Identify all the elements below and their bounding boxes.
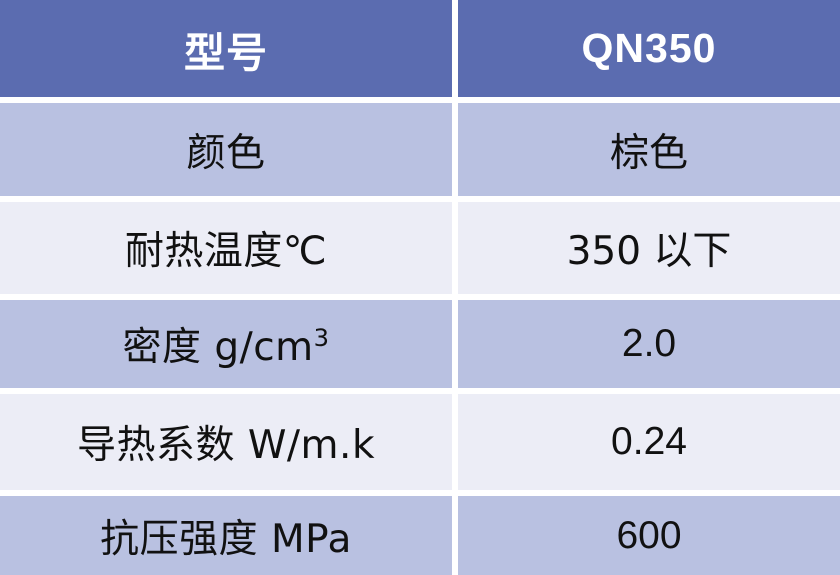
row-label-text: 密度 g/cm3: [122, 316, 329, 372]
row-value-text: 2.0: [621, 322, 677, 365]
row-label-text: 抗压强度 MPa: [100, 516, 352, 562]
row-label-text: 导热系数 W/m.k: [76, 423, 376, 468]
table-row: 密度 g/cm3 2.0: [0, 300, 840, 388]
column-divider: [452, 103, 458, 196]
header-cell-model-value: QN350: [458, 0, 840, 97]
column-divider: [452, 0, 458, 97]
header-cell-model-label: 型号: [0, 0, 452, 97]
row-label-cell: 耐热温度℃: [0, 202, 452, 294]
row-label-base: 密度 g/cm: [122, 325, 314, 370]
column-divider: [452, 300, 458, 388]
row-label-text: 颜色: [186, 130, 266, 176]
column-divider: [452, 394, 458, 490]
table-header-row: 型号 QN350: [0, 0, 840, 97]
row-value-cell: 350 以下: [458, 202, 840, 294]
row-value-cell: 0.24: [458, 394, 840, 490]
row-label-cell: 抗压强度 MPa: [0, 496, 452, 575]
row-value-cell: 2.0: [458, 300, 840, 388]
row-value-cell: 600: [458, 496, 840, 575]
row-value-text: 350 以下: [566, 229, 732, 274]
row-value-text: 0.24: [611, 420, 687, 463]
column-divider: [452, 202, 458, 294]
row-label-cell: 导热系数 W/m.k: [0, 394, 452, 490]
row-value-cell: 棕色: [458, 103, 840, 196]
column-divider: [452, 496, 458, 575]
row-label-text: 耐热温度℃: [124, 229, 328, 274]
header-value-text: QN350: [581, 25, 717, 71]
row-label-cell: 颜色: [0, 103, 452, 196]
table-row: 抗压强度 MPa 600: [0, 496, 840, 575]
header-label-text: 型号: [184, 28, 268, 77]
row-label-cell: 密度 g/cm3: [0, 300, 452, 388]
row-value-text: 600: [616, 513, 682, 557]
table-row: 颜色 棕色: [0, 103, 840, 196]
table-row: 耐热温度℃ 350 以下: [0, 202, 840, 294]
table-row: 导热系数 W/m.k 0.24: [0, 394, 840, 490]
row-label-superscript: 3: [313, 324, 330, 352]
row-value-text: 棕色: [609, 130, 688, 176]
